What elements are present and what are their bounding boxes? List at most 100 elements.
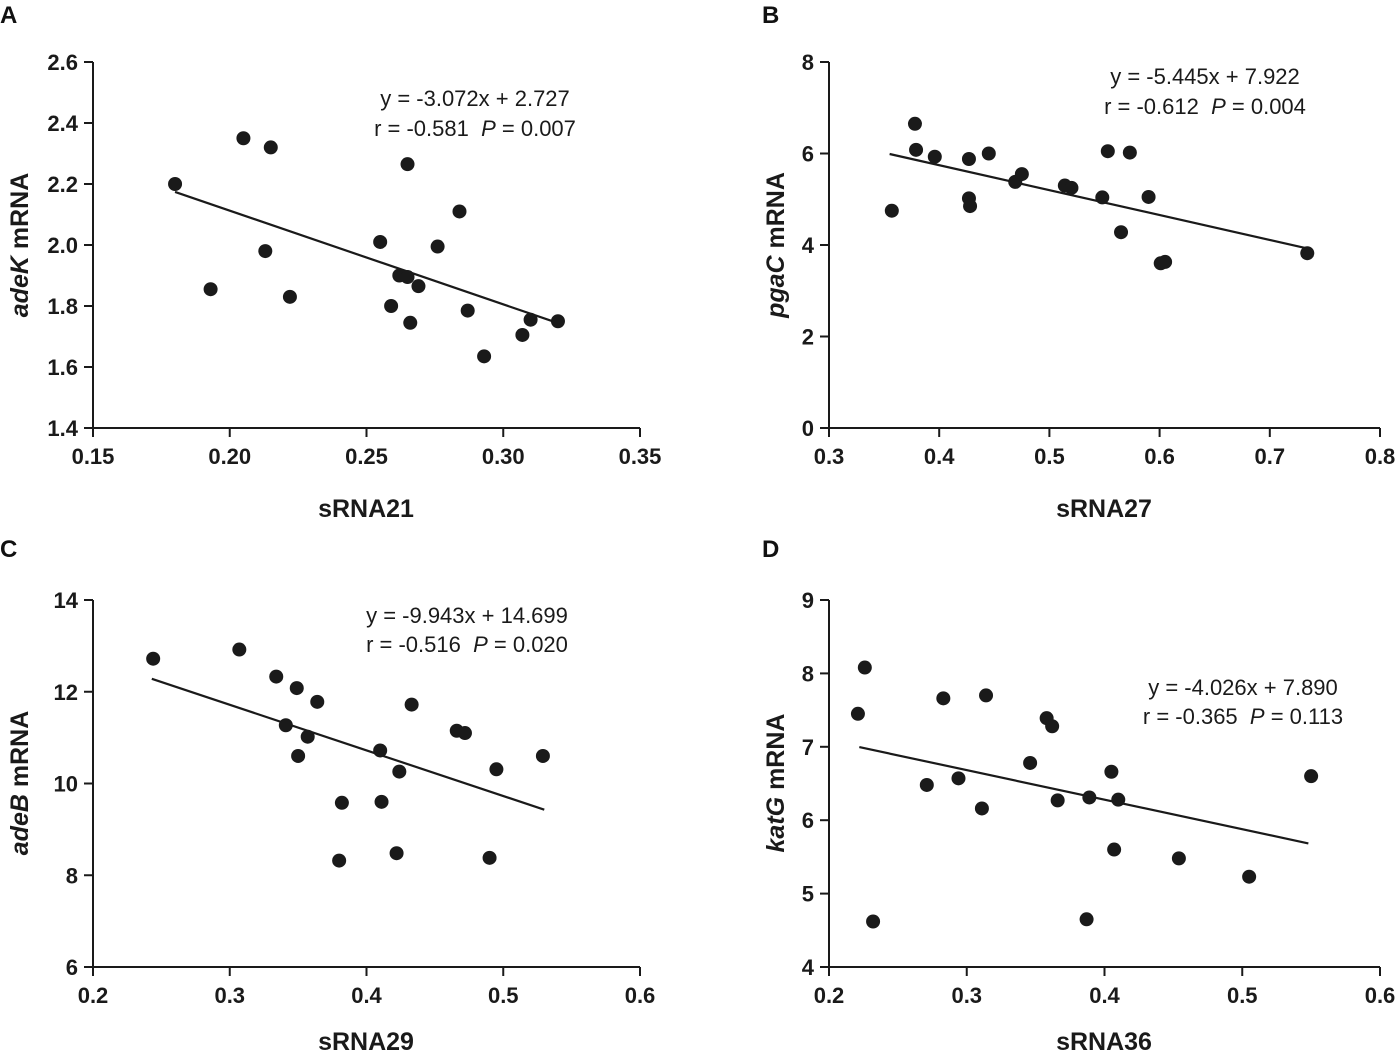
panel-letter: D: [762, 536, 779, 563]
regression-equation: y = -9.943x + 14.699: [366, 603, 568, 628]
y-tick-label: 7: [802, 735, 814, 760]
y-axis-label-suffix: mRNA: [6, 173, 34, 256]
x-axis-label: sRNA27: [1056, 495, 1152, 523]
data-point: [482, 850, 497, 865]
panel-letter: B: [762, 2, 779, 29]
data-point: [1114, 225, 1129, 240]
regression-line: [174, 190, 559, 325]
data-point: [404, 697, 419, 712]
y-axis-label: pgaC mRNA: [762, 172, 790, 319]
data-point: [236, 131, 251, 146]
y-tick-label: 2.0: [47, 233, 78, 258]
data-point: [373, 234, 388, 249]
p-symbol: P: [1250, 704, 1265, 729]
correlation-stats: r = -0.516 P = 0.020: [366, 632, 568, 657]
data-point: [909, 142, 924, 157]
data-point: [1171, 851, 1186, 866]
panel-b: B 0.3 0.4 0.5 0.6 0.7 0.8 0 2 4 6 8 sRNA27 pgaC mRNA y…: [762, 2, 1395, 523]
data-point: [979, 688, 994, 703]
y-tick-label: 4: [802, 233, 815, 258]
p-value: = 0.007: [496, 116, 576, 141]
x-tick-label: 0.8: [1365, 444, 1396, 469]
y-tick-label: 6: [66, 955, 78, 980]
data-point: [963, 199, 978, 214]
x-tick-label: 0.20: [208, 444, 251, 469]
y-axis-label: adeB mRNA: [6, 711, 34, 855]
data-point: [1304, 769, 1319, 784]
p-symbol: P: [481, 116, 496, 141]
data-point: [452, 204, 467, 219]
x-tick-label: 0.4: [351, 983, 382, 1008]
data-point: [936, 691, 951, 706]
regression-line: [151, 677, 545, 811]
panel-d: D 0.2 0.3 0.4 0.5 0.6 4 5 6 7 8 9 sRNA36 katG mRNA y =…: [762, 536, 1395, 1053]
data-point: [400, 270, 415, 285]
data-point: [334, 795, 349, 810]
x-tick-label: 0.4: [1089, 983, 1120, 1008]
p-symbol: P: [473, 632, 488, 657]
y-tick-label: 8: [66, 863, 78, 888]
y-tick-label: 6: [802, 142, 814, 167]
r-value: r = -0.516: [366, 632, 473, 657]
x-axis-label: sRNA36: [1056, 1028, 1152, 1053]
data-point: [961, 151, 976, 166]
data-point: [374, 794, 389, 809]
y-tick-label: 2.2: [47, 172, 78, 197]
y-axis-label-gene: pgaC: [762, 254, 790, 318]
x-tick-label: 0.4: [924, 444, 955, 469]
data-point: [291, 748, 306, 763]
y-tick-label: 5: [802, 882, 814, 907]
data-point: [392, 764, 407, 779]
data-point: [1107, 842, 1122, 857]
y-axis-label: katG mRNA: [762, 714, 790, 853]
y-tick-label: 12: [54, 680, 78, 705]
data-point: [866, 914, 881, 929]
p-symbol: P: [1211, 94, 1226, 119]
data-point: [1242, 869, 1257, 884]
data-point: [1158, 254, 1173, 269]
regression-equation: y = -5.445x + 7.922: [1110, 64, 1300, 89]
data-point: [857, 660, 872, 675]
y-axis-label-gene: adeB: [6, 794, 34, 855]
data-point: [1095, 190, 1110, 205]
x-tick-label: 0.5: [1227, 983, 1258, 1008]
x-tick-label: 0.6: [1144, 444, 1175, 469]
y-tick-label: 9: [802, 588, 814, 613]
x-axis-label: sRNA21: [318, 495, 414, 523]
data-point: [278, 718, 293, 733]
panel-c: C 0.2 0.3 0.4 0.5 0.6 6 8 10 12 14 sRNA29 adeB mRNA y…: [0, 536, 655, 1053]
y-axis-label-gene: katG: [762, 797, 790, 853]
x-tick-label: 0.3: [814, 444, 845, 469]
data-point: [384, 299, 399, 313]
regression-equation: y = -3.072x + 2.727: [380, 86, 570, 111]
data-point: [300, 729, 315, 744]
y-tick-label: 1.8: [47, 294, 78, 319]
x-tick-label: 0.6: [625, 983, 656, 1008]
data-point: [269, 669, 284, 684]
data-point: [430, 239, 445, 254]
y-tick-label: 4: [802, 955, 815, 980]
data-point: [981, 146, 996, 161]
y-tick-label: 8: [802, 661, 814, 686]
y-axis-label: adeK mRNA: [6, 173, 34, 317]
y-tick-label: 14: [54, 588, 79, 613]
data-point: [258, 244, 273, 259]
x-tick-label: 0.3: [214, 983, 245, 1008]
y-axis-label-gene: adeK: [6, 254, 34, 317]
regression-equation: y = -4.026x + 7.890: [1148, 675, 1338, 700]
data-point: [951, 771, 966, 786]
data-point: [1082, 790, 1097, 805]
y-tick-label: 1.6: [47, 355, 78, 380]
x-axis-label: sRNA29: [318, 1028, 414, 1053]
x-tick-label: 0.30: [482, 444, 525, 469]
data-point: [515, 327, 530, 342]
data-point: [850, 706, 865, 721]
data-point: [1023, 755, 1038, 770]
data-point: [489, 762, 504, 777]
r-value: r = -0.365: [1143, 704, 1250, 729]
data-point: [146, 651, 161, 666]
data-point: [1050, 793, 1065, 808]
x-tick-label: 0.2: [78, 983, 109, 1008]
data-point: [1300, 246, 1315, 261]
